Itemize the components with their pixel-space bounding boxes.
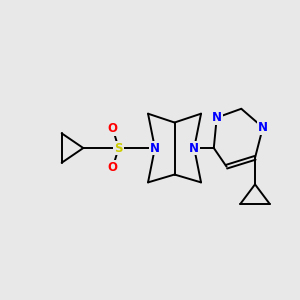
Text: N: N: [150, 142, 160, 154]
Text: O: O: [108, 161, 118, 174]
Text: N: N: [258, 121, 268, 134]
Text: S: S: [114, 142, 123, 154]
Text: N: N: [189, 142, 199, 154]
Text: N: N: [212, 111, 222, 124]
Text: O: O: [108, 122, 118, 135]
